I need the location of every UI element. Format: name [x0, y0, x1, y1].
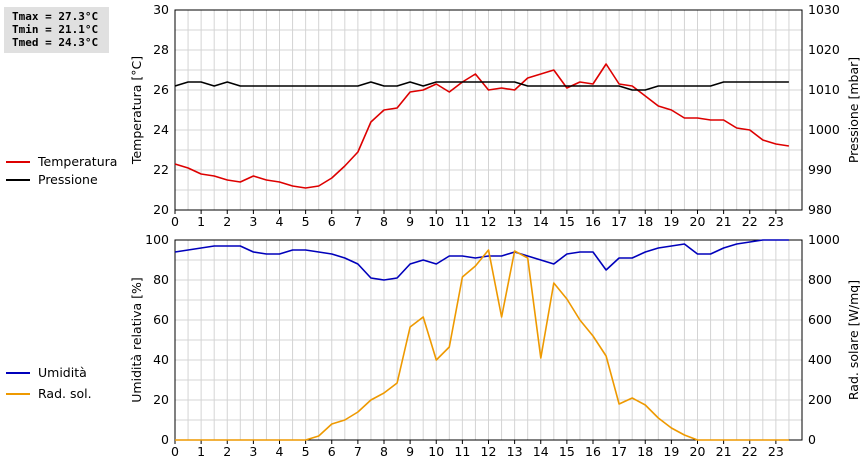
x-tick-label: 12	[481, 444, 497, 459]
x-tick-label: 3	[249, 444, 257, 459]
y-tick-label-left: 20	[153, 392, 169, 407]
legend-label-temperatura: Temperatura	[38, 154, 118, 169]
tmax-text: Tmax = 27.3°C	[12, 10, 99, 23]
y-axis-title-right: Rad. solare [W/mq]	[846, 280, 860, 400]
x-tick-label: 13	[507, 214, 523, 229]
legend-label-rad-sol: Rad. sol.	[38, 386, 92, 401]
x-tick-label: 22	[742, 444, 758, 459]
x-tick-label: 16	[585, 214, 601, 229]
x-tick-label: 11	[454, 444, 470, 459]
x-tick-label: 22	[742, 214, 758, 229]
legend-item-pressione: Pressione	[4, 171, 117, 189]
y-tick-label-left: 60	[153, 312, 169, 327]
legend-item-temperatura: Temperatura	[4, 153, 117, 171]
x-tick-label: 11	[454, 214, 470, 229]
x-tick-label: 20	[690, 214, 706, 229]
y-tick-label-left: 26	[153, 82, 169, 97]
x-tick-label: 23	[768, 214, 784, 229]
x-tick-label: 14	[533, 214, 549, 229]
x-tick-label: 6	[328, 214, 336, 229]
legend-label-umidita: Umidità	[38, 365, 87, 380]
y-axis-title-right: Pressione [mbar]	[846, 57, 860, 163]
x-tick-label: 8	[380, 444, 388, 459]
legend-top: Temperatura Pressione	[4, 153, 117, 189]
x-tick-label: 18	[637, 444, 653, 459]
x-tick-label: 15	[559, 444, 575, 459]
x-tick-label: 4	[276, 444, 284, 459]
y-tick-label-left: 80	[153, 272, 169, 287]
tmin-text: Tmin = 21.1°C	[12, 23, 99, 36]
y-axis-title-left: Temperatura [°C]	[129, 56, 144, 165]
x-tick-label: 13	[507, 444, 523, 459]
legend-item-rad-sol: Rad. sol.	[4, 385, 92, 403]
x-tick-label: 21	[716, 214, 732, 229]
legend-label-pressione: Pressione	[38, 172, 98, 187]
y-tick-label-right: 1000	[808, 122, 840, 137]
x-tick-label: 3	[249, 214, 257, 229]
x-tick-label: 1	[197, 444, 205, 459]
x-tick-label: 18	[637, 214, 653, 229]
x-tick-label: 17	[611, 214, 627, 229]
y-tick-label-right: 980	[808, 202, 832, 217]
y-tick-label-left: 22	[153, 162, 169, 177]
legend-swatch-rad-sol	[6, 393, 30, 395]
y-tick-label-right: 1000	[808, 232, 840, 247]
x-tick-label: 8	[380, 214, 388, 229]
x-tick-label: 15	[559, 214, 575, 229]
y-tick-label-right: 0	[808, 432, 816, 447]
x-tick-label: 19	[663, 214, 679, 229]
x-tick-label: 1	[197, 214, 205, 229]
x-tick-label: 0	[171, 214, 179, 229]
x-tick-label: 10	[428, 214, 444, 229]
legend-item-umidita: Umidità	[4, 364, 92, 382]
x-tick-label: 7	[354, 444, 362, 459]
y-tick-label-left: 20	[153, 202, 169, 217]
y-tick-label-right: 600	[808, 312, 832, 327]
x-tick-label: 12	[481, 214, 497, 229]
y-tick-label-left: 100	[145, 232, 169, 247]
legend-swatch-temperatura	[6, 161, 30, 163]
legend-swatch-pressione	[6, 179, 30, 181]
series-line-pressione	[174, 81, 789, 91]
x-tick-label: 0	[171, 444, 179, 459]
x-tick-label: 9	[406, 214, 414, 229]
x-tick-label: 20	[690, 444, 706, 459]
x-tick-label: 5	[302, 214, 310, 229]
y-tick-label-right: 990	[808, 162, 832, 177]
x-tick-label: 2	[223, 444, 231, 459]
y-tick-label-left: 28	[153, 42, 169, 57]
x-tick-label: 14	[533, 444, 549, 459]
y-tick-label-right: 1010	[808, 82, 840, 97]
y-tick-label-left: 40	[153, 352, 169, 367]
x-tick-label: 4	[276, 214, 284, 229]
y-axis-title-left: Umidità relativa [%]	[129, 277, 144, 402]
x-tick-label: 10	[428, 444, 444, 459]
tmed-text: Tmed = 24.3°C	[12, 36, 99, 49]
x-tick-label: 21	[716, 444, 732, 459]
chart-panel-1: 0 1 2 3 4 5 6 7 8 9 10 11 12 13 14 15 16 17 18 19 20 21 22 2302…	[129, 232, 860, 459]
y-tick-label-left: 24	[153, 122, 169, 137]
chart-panel-0: 0 1 2 3 4 5 6 7 8 9 10 11 12 13 14 15 16 17 18 19 20 21 22 2320…	[129, 2, 860, 229]
y-tick-label-right: 1020	[808, 42, 840, 57]
y-tick-label-right: 1030	[808, 2, 840, 17]
x-tick-label: 16	[585, 444, 601, 459]
stats-box: Tmax = 27.3°C Tmin = 21.1°C Tmed = 24.3°…	[4, 7, 109, 53]
y-tick-label-left: 30	[153, 2, 169, 17]
x-tick-label: 19	[663, 444, 679, 459]
x-tick-label: 7	[354, 214, 362, 229]
x-tick-label: 17	[611, 444, 627, 459]
legend-swatch-umidita	[6, 372, 30, 374]
y-tick-label-right: 200	[808, 392, 832, 407]
y-tick-label-left: 0	[161, 432, 169, 447]
x-tick-label: 9	[406, 444, 414, 459]
x-tick-label: 2	[223, 214, 231, 229]
y-tick-label-right: 400	[808, 352, 832, 367]
x-tick-label: 6	[328, 444, 336, 459]
series-line-rad-sol-	[175, 249, 789, 441]
x-tick-label: 23	[768, 444, 784, 459]
y-tick-label-right: 800	[808, 272, 832, 287]
x-tick-label: 5	[302, 444, 310, 459]
